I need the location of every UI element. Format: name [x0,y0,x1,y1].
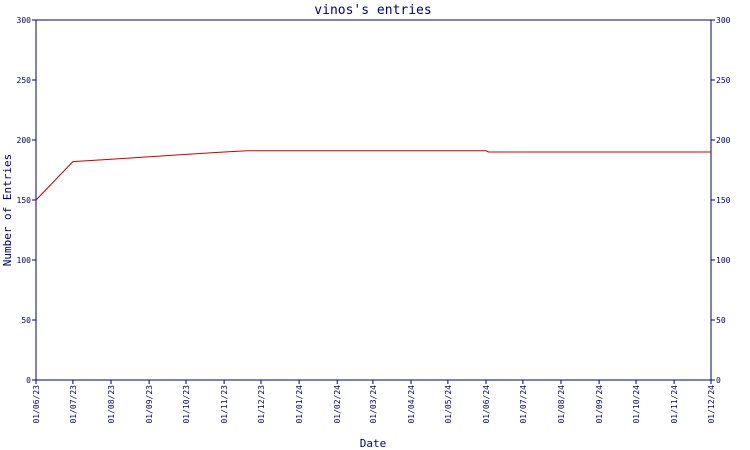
x-tick-label: 01/11/23 [220,385,229,424]
axes [35,19,712,381]
y-tick-label-right: 150 [716,196,731,205]
chart-title: vinos's entries [314,3,431,18]
y-tick-label-right: 250 [716,76,731,85]
x-tick-label: 01/12/24 [707,385,716,424]
x-tick-label: 01/04/24 [407,385,416,424]
y-tick-label-right: 100 [716,256,731,265]
plot-frame [35,19,712,381]
y-tick-label-left: 200 [17,136,32,145]
x-tick-label: 01/09/23 [145,385,154,424]
y-tick-label-left: 300 [17,16,32,25]
y-tick-label-left: 250 [17,76,32,85]
x-tick-label: 01/10/24 [632,385,641,424]
series-line [35,150,711,201]
x-tick-label: 01/06/24 [482,385,491,424]
x-tick-label: 01/03/24 [369,385,378,424]
x-tick-label: 01/07/24 [519,385,528,424]
x-tick-label: 01/07/23 [69,385,78,424]
x-tick-label: 01/01/24 [295,385,304,424]
y-tick-label-left: 150 [17,196,32,205]
y-tick-label-right: 50 [716,316,726,325]
x-tick-label: 01/08/23 [107,385,116,424]
x-tick-label: 01/10/23 [182,385,191,424]
x-tick-label: 01/05/24 [444,385,453,424]
y-tick-label-right: 0 [716,376,721,385]
y-tick-label-left: 50 [21,316,31,325]
x-tick-label: 01/08/24 [557,385,566,424]
series-group [35,150,711,201]
x-tick-label: 01/06/23 [32,385,41,424]
y-axis-right: 0 50 100 150 200 250 300 [711,16,731,385]
x-tick-label: 01/09/24 [595,385,604,424]
x-axis-title: Date [360,437,387,450]
y-tick-label-right: 200 [716,136,731,145]
x-tick-label: 01/11/24 [670,385,679,424]
x-axis: 01/06/23 01/07/23 01/08/23 01/09/23 01/10/23… [32,380,716,424]
x-tick-label: 01/02/24 [333,385,342,424]
y-axis-left: 0 50 100 150 200 250 300 [17,16,36,385]
y-tick-label-right: 300 [716,16,731,25]
y-tick-label-left: 0 [26,376,31,385]
y-axis-title: Number of Entries [1,154,14,267]
x-tick-label: 01/12/23 [257,385,266,424]
y-tick-label-left: 100 [17,256,32,265]
